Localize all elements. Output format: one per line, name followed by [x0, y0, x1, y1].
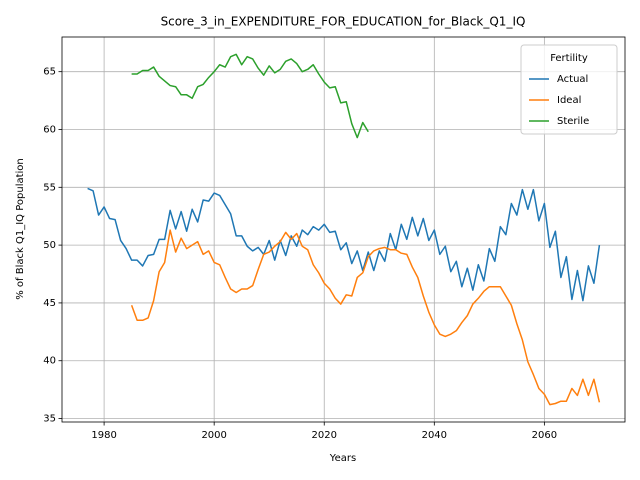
x-tick-label: 1980 [91, 430, 116, 441]
y-axis-label: % of Black Q1_IQ Population [15, 158, 26, 300]
y-tick-label: 55 [43, 182, 56, 193]
data-line [130, 229, 601, 406]
data-line [87, 187, 601, 302]
y-tick-label: 60 [43, 124, 56, 135]
y-tick-label: 40 [43, 356, 56, 367]
y-tick-label: 50 [43, 240, 56, 251]
legend-title: Fertility [550, 53, 588, 64]
x-axis-label: Years [329, 453, 356, 464]
y-tick-label: 65 [43, 67, 56, 78]
x-tick-label: 2060 [532, 430, 557, 441]
plot-frame [61, 36, 626, 423]
legend-box [520, 44, 618, 135]
x-tick-label: 2040 [422, 430, 447, 441]
y-tick-label: 45 [43, 298, 56, 309]
legend-label: Sterile [557, 116, 589, 127]
legend: Fertility Actual Ideal Sterile [520, 44, 618, 135]
line-layer [87, 53, 601, 406]
x-tick-label: 2000 [201, 430, 226, 441]
x-tick-label: 2020 [312, 430, 337, 441]
y-tick-label: 35 [43, 414, 56, 425]
legend-label: Actual [557, 74, 588, 85]
data-line [131, 53, 369, 139]
chart-title: Score_3_in_EXPENDITURE_FOR_EDUCATION_for… [161, 15, 526, 29]
legend-label: Ideal [557, 95, 581, 106]
